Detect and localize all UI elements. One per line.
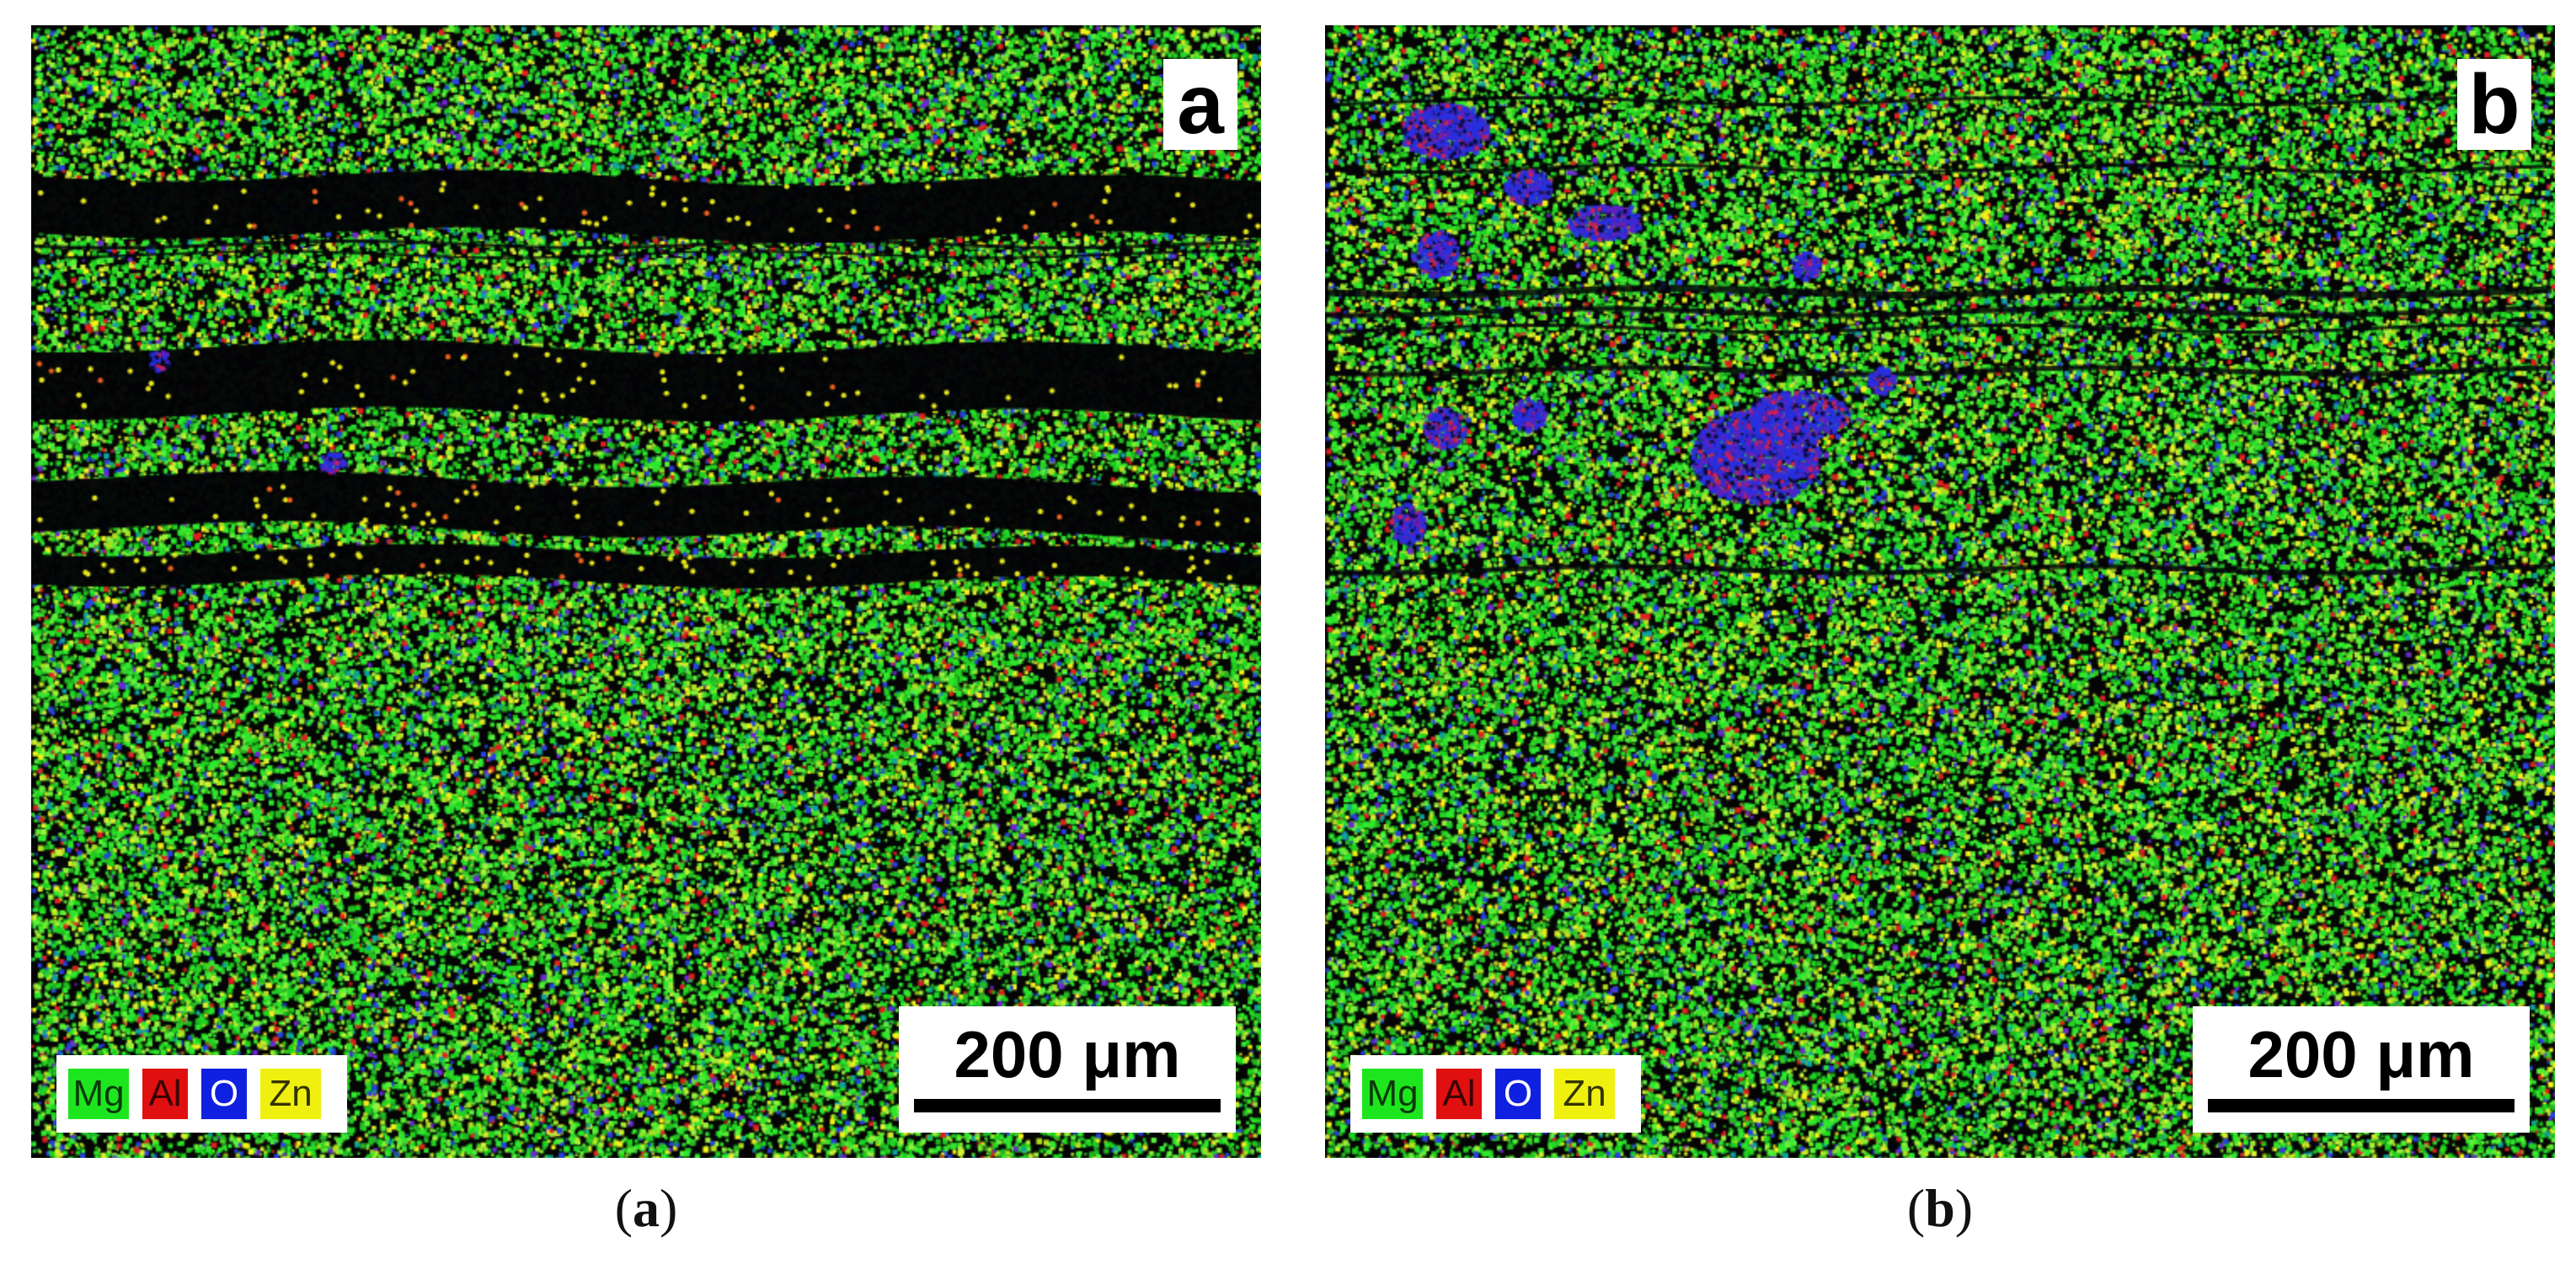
elemental-map-image-b <box>1325 25 2555 1158</box>
caption-open-b: ( <box>1906 1178 1926 1238</box>
legend-al-b: Al <box>1436 1069 1482 1119</box>
legend-mg-a: Mg <box>68 1069 129 1119</box>
legend-mg-label-b: Mg <box>1366 1073 1419 1114</box>
element-legend-b: Mg Al O Zn <box>1350 1055 1641 1133</box>
legend-mg-label-a: Mg <box>72 1073 125 1114</box>
legend-o-a: O <box>201 1069 247 1119</box>
caption-b: (b) <box>1856 1171 2024 1246</box>
caption-letter-a: a <box>633 1178 660 1238</box>
legend-zn-b: Zn <box>1554 1069 1615 1119</box>
legend-zn-label-a: Zn <box>269 1073 313 1114</box>
eds-map-panel-a: a Mg Al O Zn 200 μm <box>31 25 1261 1158</box>
legend-zn-a: Zn <box>260 1069 321 1119</box>
legend-o-b: O <box>1495 1069 1541 1119</box>
scale-bar-a: 200 μm <box>899 1006 1236 1133</box>
scale-bar-label-a: 200 μm <box>954 1017 1181 1091</box>
element-legend-a: Mg Al O Zn <box>56 1055 347 1133</box>
legend-al-a: Al <box>142 1069 188 1119</box>
panel-letter-b: b <box>2457 59 2531 150</box>
scale-bar-b: 200 μm <box>2193 1006 2530 1133</box>
scale-bar-line-a <box>914 1099 1221 1112</box>
caption-close-a: ) <box>660 1178 678 1238</box>
scale-bar-line-b <box>2208 1099 2515 1112</box>
elemental-map-image-a <box>31 25 1261 1158</box>
panel-letter-a: a <box>1163 59 1237 150</box>
legend-al-label-b: Al <box>1442 1073 1476 1114</box>
caption-letter-b: b <box>1925 1178 1955 1238</box>
legend-o-label-b: O <box>1503 1073 1533 1114</box>
caption-open-a: ( <box>614 1178 633 1238</box>
legend-zn-label-b: Zn <box>1563 1073 1606 1114</box>
legend-al-label-a: Al <box>148 1073 182 1114</box>
eds-map-panel-b: b Mg Al O Zn 200 μm <box>1325 25 2555 1158</box>
caption-close-b: ) <box>1954 1178 1974 1238</box>
scale-bar-label-b: 200 μm <box>2247 1017 2475 1091</box>
caption-a: (a) <box>562 1171 730 1246</box>
legend-mg-b: Mg <box>1362 1069 1423 1119</box>
legend-o-label-a: O <box>209 1073 239 1114</box>
